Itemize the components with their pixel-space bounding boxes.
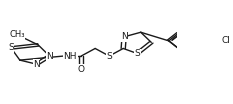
Text: CH₃: CH₃ <box>9 30 25 39</box>
Text: S: S <box>134 49 140 58</box>
Text: N: N <box>33 60 40 69</box>
Text: S: S <box>8 43 14 52</box>
Text: Cl: Cl <box>221 36 230 45</box>
Text: O: O <box>78 65 85 74</box>
Text: N: N <box>46 52 53 61</box>
Text: NH: NH <box>64 52 77 61</box>
Text: N: N <box>121 32 127 41</box>
Text: S: S <box>106 52 112 61</box>
